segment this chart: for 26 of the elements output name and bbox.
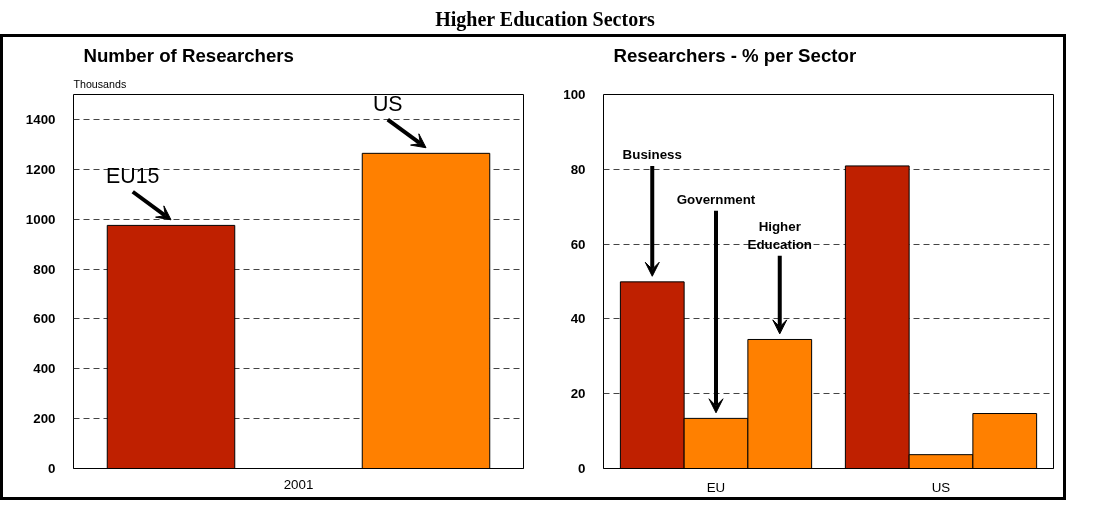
x-tick-label: EU bbox=[706, 479, 726, 495]
x-tick-label: US bbox=[931, 479, 951, 495]
chart-title: Number of Researchers bbox=[83, 44, 294, 66]
series-label: US bbox=[372, 91, 403, 116]
y-tick-label: 0 bbox=[578, 461, 586, 476]
text: Higher Education bbox=[747, 218, 812, 252]
x-tick-label: 2001 bbox=[283, 476, 314, 492]
y-tick-label: 100 bbox=[563, 87, 586, 102]
y-tick-label: 20 bbox=[570, 386, 586, 402]
text: Higher Education Sectors bbox=[435, 7, 655, 33]
y-tick-label: 80 bbox=[570, 161, 586, 177]
y-tick-label: 40 bbox=[570, 311, 586, 327]
y-tick-label: 1000 bbox=[25, 211, 56, 227]
chart-title: Researchers - % per Sector bbox=[613, 44, 857, 66]
y-tick-label: 800 bbox=[33, 261, 56, 277]
y-tick-label: 400 bbox=[33, 361, 56, 377]
series-label: EU15 bbox=[106, 164, 160, 188]
y-tick-label: 60 bbox=[570, 236, 586, 252]
text: Business bbox=[622, 147, 682, 163]
y-tick-label: 1400 bbox=[25, 111, 56, 127]
text: Government bbox=[676, 192, 756, 208]
y-axis-title: Thousands bbox=[73, 77, 127, 90]
y-tick-label: 0 bbox=[48, 461, 56, 476]
y-tick-label: 600 bbox=[33, 311, 56, 327]
y-tick-label: 200 bbox=[33, 411, 56, 427]
y-tick-label: 1200 bbox=[25, 161, 56, 177]
